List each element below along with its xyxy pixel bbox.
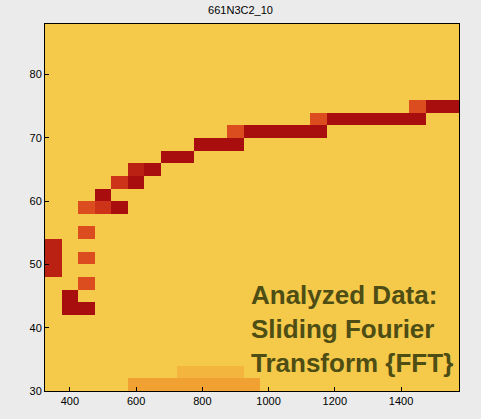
svg-text:60: 60	[30, 195, 42, 207]
svg-text:1200: 1200	[323, 395, 347, 407]
svg-text:Analyzed Data:Sliding FourierT: Analyzed Data:Sliding FourierTransform {…	[251, 280, 453, 378]
svg-text:1400: 1400	[389, 395, 413, 407]
svg-text:600: 600	[127, 395, 145, 407]
svg-text:30: 30	[30, 385, 42, 397]
svg-text:400: 400	[61, 395, 79, 407]
svg-text:1000: 1000	[256, 395, 280, 407]
svg-text:70: 70	[30, 132, 42, 144]
svg-text:80: 80	[30, 68, 42, 80]
svg-text:800: 800	[193, 395, 211, 407]
svg-text:50: 50	[30, 258, 42, 270]
svg-text:661N3C2_10: 661N3C2_10	[208, 4, 273, 16]
svg-text:40: 40	[30, 322, 42, 334]
